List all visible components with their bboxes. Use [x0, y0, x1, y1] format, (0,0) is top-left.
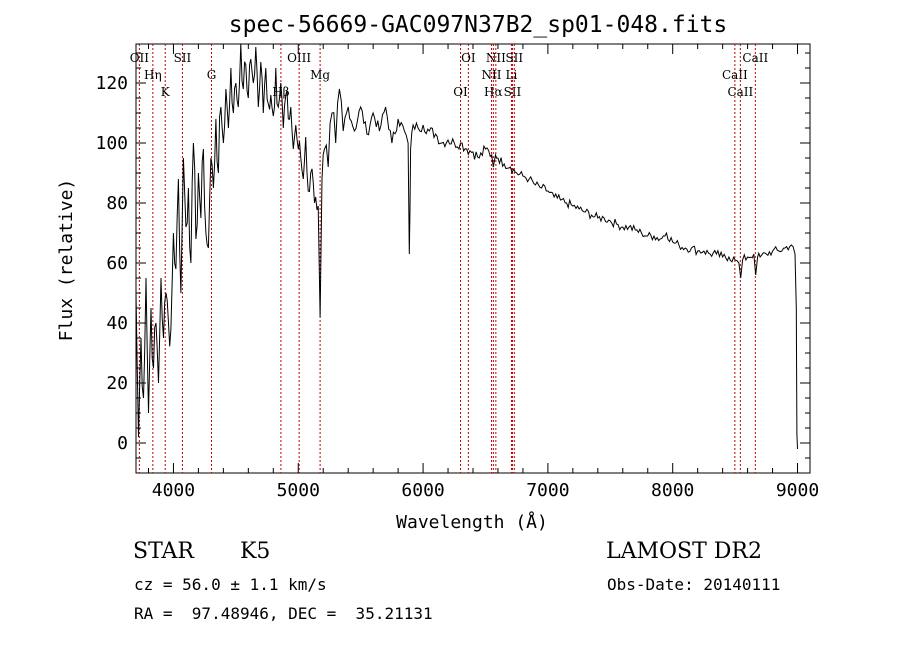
chart-title: spec-56669-GAC097N37B2_sp01-048.fits	[229, 12, 728, 38]
y-tick-label: 80	[106, 193, 128, 214]
line-marker-label: Mg	[310, 68, 330, 82]
line-marker-label: OII	[130, 51, 150, 65]
line-marker-label: Li	[506, 68, 518, 82]
y-tick-label: 20	[106, 373, 128, 394]
line-marker-label: Hα	[484, 85, 503, 99]
line-marker-label: CaII	[742, 51, 768, 65]
line-marker-label: SII	[505, 51, 523, 65]
x-tick-label: 9000	[776, 480, 819, 501]
y-tick-label: 60	[106, 253, 128, 274]
plot-frame	[135, 43, 811, 474]
object-class: STAR	[133, 539, 194, 564]
line-marker-label: G	[207, 68, 217, 82]
y-tick-label: 120	[95, 73, 128, 94]
line-marker-label: NII	[481, 68, 501, 82]
line-marker-label: CaII	[722, 68, 748, 82]
y-tick-label: 0	[117, 433, 128, 454]
x-tick-label: 6000	[401, 480, 444, 501]
line-marker-label: SII	[174, 51, 192, 65]
line-marker-label: OI	[453, 85, 468, 99]
line-marker-label: OI	[461, 51, 476, 65]
x-axis-label: Wavelength (Å)	[396, 511, 548, 533]
survey-name: LAMOST DR2	[606, 539, 762, 564]
line-marker-label: Hη	[144, 68, 162, 82]
x-tick-label: 5000	[277, 480, 320, 501]
line-marker-label: CaII	[727, 85, 753, 99]
line-marker-label: NII	[486, 51, 506, 65]
x-tick-label: 4000	[152, 480, 195, 501]
x-tick-label: 8000	[651, 480, 694, 501]
line-marker-label: SII	[504, 85, 522, 99]
x-tick-label: 7000	[526, 480, 569, 501]
y-tick-label: 40	[106, 313, 128, 334]
coordinates: RA = 97.48946, DEC = 35.21131	[134, 604, 433, 623]
object-subclass: K5	[240, 539, 271, 564]
redshift-value: cz = 56.0 ± 1.1 km/s	[134, 575, 327, 594]
y-axis-label: Flux (relative)	[56, 179, 77, 342]
y-tick-label: 100	[95, 133, 128, 154]
obs-date: Obs-Date: 20140111	[607, 575, 781, 594]
spectrum-line	[135, 43, 798, 450]
line-marker-label: OIII	[287, 51, 311, 65]
line-marker-label: K	[161, 85, 171, 99]
